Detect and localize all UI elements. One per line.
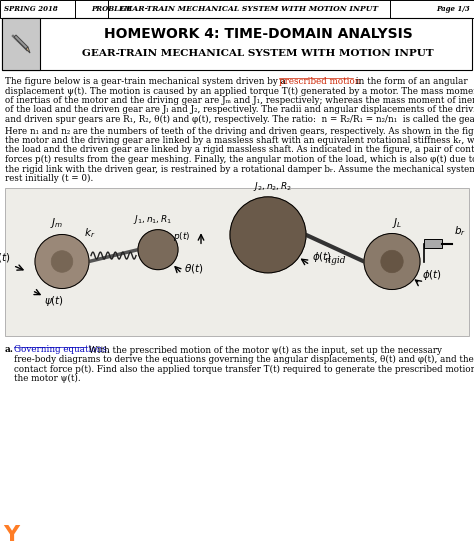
Text: $T(t)$: $T(t)$ (0, 251, 11, 264)
Bar (2, 18, 40, 70)
Text: Y: Y (3, 525, 19, 545)
Text: of inertias of the motor and the driving gear are Jₘ and J₁, respectively; where: of inertias of the motor and the driving… (5, 96, 474, 105)
Text: prescribed motion: prescribed motion (279, 77, 361, 86)
Text: rigid: rigid (324, 256, 346, 265)
Text: free-body diagrams to derive the equations governing the angular displacements, : free-body diagrams to derive the equatio… (14, 355, 474, 364)
Text: the rigid link with the driven gear, is restrained by a rotational damper bᵣ. As: the rigid link with the driven gear, is … (5, 164, 474, 173)
Text: contact force p(t). Find also the applied torque transfer T(t) required to gener: contact force p(t). Find also the applie… (14, 364, 474, 374)
Text: PROBLEM: PROBLEM (91, 5, 132, 13)
Text: $\theta(t)$: $\theta(t)$ (184, 262, 203, 275)
Text: $\phi(t)$: $\phi(t)$ (422, 268, 442, 282)
Bar (5, 188, 469, 335)
Polygon shape (26, 47, 30, 53)
Text: $J_L$: $J_L$ (392, 216, 402, 229)
Text: and driven spur gears are R₁, R₂, θ(t) and φ(t), respectively. The ratio:  n = R: and driven spur gears are R₁, R₂, θ(t) a… (5, 115, 474, 124)
Polygon shape (14, 35, 28, 49)
Text: $\phi(t)$: $\phi(t)$ (312, 250, 332, 264)
Circle shape (364, 233, 420, 290)
Text: The figure below is a gear-train mechanical system driven by a: The figure below is a gear-train mechani… (5, 77, 289, 86)
Text: displacement ψ(t). The motion is caused by an applied torque T(t) generated by a: displacement ψ(t). The motion is caused … (5, 86, 474, 96)
Text: $J_1, n_1, R_1$: $J_1, n_1, R_1$ (133, 213, 173, 226)
Circle shape (230, 197, 306, 273)
Bar (424, 238, 442, 247)
Text: With the prescribed motion of the motor ψ(t) as the input, set up the necessary: With the prescribed motion of the motor … (86, 345, 442, 355)
Text: $b_r$: $b_r$ (454, 224, 466, 238)
Text: the motor ψ(t).: the motor ψ(t). (14, 374, 81, 383)
Circle shape (35, 234, 89, 289)
Text: Page 1/3: Page 1/3 (436, 5, 470, 13)
Text: the load and the driven gear are linked by a rigid massless shaft. As indicated : the load and the driven gear are linked … (5, 145, 474, 154)
Text: in the form of an angular: in the form of an angular (354, 77, 468, 86)
Text: $J_m$: $J_m$ (50, 217, 64, 231)
Text: SPRING 2018: SPRING 2018 (4, 5, 58, 13)
Text: HOMEWORK 4: TIME-DOMAIN ANALYSIS: HOMEWORK 4: TIME-DOMAIN ANALYSIS (104, 27, 412, 41)
Text: forces p(t) results from the gear meshing. Finally, the angular motion of the lo: forces p(t) results from the gear meshin… (5, 155, 474, 164)
Text: $k_r$: $k_r$ (84, 226, 95, 240)
Text: a.: a. (5, 345, 14, 354)
Text: of the load and the driven gear are Jₗ and J₂, respectively. The radii and angul: of the load and the driven gear are Jₗ a… (5, 105, 474, 115)
Text: GEAR-TRAIN MECHANICAL SYSTEM WITH MOTION INPUT: GEAR-TRAIN MECHANICAL SYSTEM WITH MOTION… (82, 50, 434, 58)
Text: Governing equations.: Governing equations. (14, 345, 109, 354)
Circle shape (51, 251, 73, 272)
Bar (0, 0, 474, 18)
Text: $p(t)$: $p(t)$ (173, 229, 191, 243)
Text: GEAR-TRAIN MECHANICAL SYSTEM WITH MOTION INPUT: GEAR-TRAIN MECHANICAL SYSTEM WITH MOTION… (120, 5, 378, 13)
Circle shape (138, 229, 178, 270)
Bar (2, 18, 472, 70)
Text: the motor and the driving gear are linked by a massless shaft with an equivalent: the motor and the driving gear are linke… (5, 136, 474, 145)
Text: rest initially (t = 0).: rest initially (t = 0). (5, 174, 93, 183)
Text: $J_2, n_2, R_2$: $J_2, n_2, R_2$ (254, 180, 292, 193)
Circle shape (381, 250, 403, 273)
Text: Here n₁ and n₂ are the numbers of teeth of the driving and driven gears, respect: Here n₁ and n₂ are the numbers of teeth … (5, 126, 474, 135)
Text: $\psi(t)$: $\psi(t)$ (44, 295, 64, 309)
